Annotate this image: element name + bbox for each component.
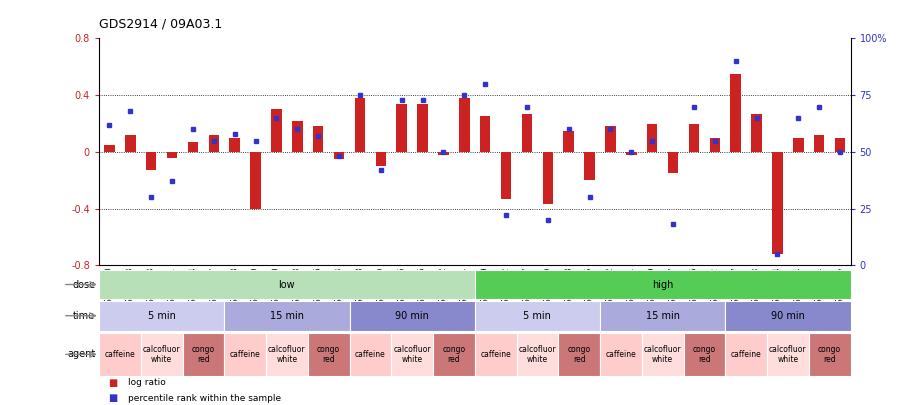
Text: 5 min: 5 min [148, 311, 176, 321]
Bar [292, 121, 302, 152]
Bar [725, 301, 850, 331]
Text: congo
red: congo red [192, 345, 215, 364]
Bar [308, 333, 349, 376]
Text: calcofluor
white: calcofluor white [268, 345, 306, 364]
Text: 15 min: 15 min [645, 311, 680, 321]
Bar [731, 74, 741, 152]
Bar [480, 117, 491, 152]
Bar [835, 138, 845, 152]
Bar [224, 301, 349, 331]
Bar [230, 138, 240, 152]
Bar [397, 104, 407, 152]
Bar [104, 145, 114, 152]
Bar [349, 333, 392, 376]
Bar [543, 152, 553, 205]
Bar [392, 333, 433, 376]
Text: dose: dose [72, 279, 95, 290]
Text: congo
red: congo red [317, 345, 340, 364]
Bar [814, 135, 824, 152]
Bar [99, 301, 224, 331]
Bar [688, 124, 699, 152]
Text: caffeine: caffeine [481, 350, 511, 359]
Bar [209, 135, 219, 152]
Bar [475, 301, 600, 331]
Text: ■: ■ [108, 393, 117, 403]
Bar [558, 333, 600, 376]
Text: caffeine: caffeine [731, 350, 761, 359]
Bar [767, 333, 809, 376]
Bar [125, 135, 136, 152]
Bar [683, 333, 725, 376]
Text: 15 min: 15 min [270, 311, 304, 321]
Bar [772, 152, 783, 254]
Bar [146, 152, 157, 170]
Text: caffeine: caffeine [230, 350, 260, 359]
Text: congo
red: congo red [693, 345, 716, 364]
Bar [349, 301, 475, 331]
Bar [418, 104, 428, 152]
Text: low: low [279, 279, 295, 290]
Bar [99, 333, 140, 376]
Bar [224, 333, 266, 376]
Text: 5 min: 5 min [524, 311, 552, 321]
Bar [375, 152, 386, 166]
Text: caffeine: caffeine [355, 350, 386, 359]
Bar [584, 152, 595, 180]
Bar [522, 113, 532, 152]
Text: calcofluor
white: calcofluor white [770, 345, 806, 364]
Text: ■: ■ [108, 378, 117, 388]
Bar [605, 126, 616, 152]
Bar [438, 152, 449, 155]
Bar [271, 109, 282, 152]
Text: congo
red: congo red [442, 345, 465, 364]
Bar [266, 333, 308, 376]
Text: calcofluor
white: calcofluor white [143, 345, 180, 364]
Text: agent: agent [67, 350, 95, 359]
Bar [709, 138, 720, 152]
Bar [313, 126, 323, 152]
Bar [626, 152, 636, 155]
Bar [647, 124, 657, 152]
Text: 90 min: 90 min [395, 311, 429, 321]
Bar [752, 113, 761, 152]
Bar [668, 152, 679, 173]
Text: caffeine: caffeine [606, 350, 636, 359]
Bar [517, 333, 558, 376]
Bar [475, 333, 517, 376]
Bar [600, 333, 642, 376]
Text: congo
red: congo red [818, 345, 842, 364]
Text: 90 min: 90 min [771, 311, 805, 321]
Bar [475, 270, 850, 299]
Bar [334, 152, 345, 159]
Bar [600, 301, 725, 331]
Text: high: high [652, 279, 673, 290]
Text: time: time [73, 311, 95, 321]
Bar [250, 152, 261, 209]
Text: GDS2914 / 09A03.1: GDS2914 / 09A03.1 [99, 17, 222, 30]
Bar [500, 152, 511, 199]
Bar [793, 138, 804, 152]
Bar [140, 333, 183, 376]
Text: log ratio: log ratio [128, 378, 166, 387]
Bar [433, 333, 475, 376]
Bar [183, 333, 224, 376]
Text: calcofluor
white: calcofluor white [518, 345, 556, 364]
Bar [99, 270, 475, 299]
Bar [459, 98, 470, 152]
Text: calcofluor
white: calcofluor white [644, 345, 681, 364]
Text: congo
red: congo red [568, 345, 590, 364]
Text: percentile rank within the sample: percentile rank within the sample [128, 394, 281, 403]
Bar [642, 333, 683, 376]
Bar [188, 142, 198, 152]
Text: caffeine: caffeine [104, 350, 135, 359]
Text: calcofluor
white: calcofluor white [393, 345, 431, 364]
Bar [166, 152, 177, 158]
Bar [809, 333, 850, 376]
Bar [355, 98, 365, 152]
Bar [563, 130, 574, 152]
Bar [725, 333, 767, 376]
